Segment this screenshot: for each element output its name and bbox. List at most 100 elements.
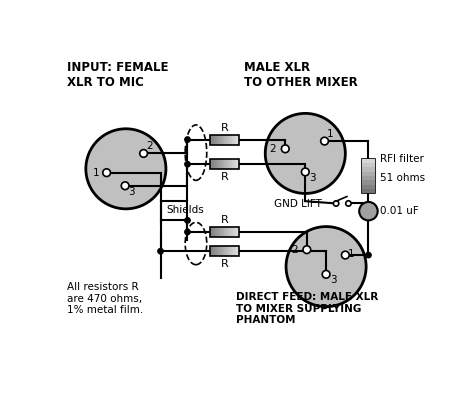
Bar — [225, 159, 226, 169]
Text: INPUT: FEMALE
XLR TO MIC: INPUT: FEMALE XLR TO MIC — [66, 61, 168, 89]
Bar — [211, 134, 213, 145]
Bar — [362, 167, 374, 172]
Bar — [213, 134, 215, 145]
Bar — [362, 180, 374, 185]
Bar — [211, 227, 213, 237]
Text: 1: 1 — [327, 129, 334, 139]
Bar — [210, 246, 239, 256]
Circle shape — [322, 270, 330, 278]
Bar — [237, 227, 239, 237]
Bar — [228, 134, 229, 145]
Text: 1: 1 — [347, 248, 354, 259]
Bar — [219, 246, 220, 256]
Bar — [237, 134, 239, 145]
Circle shape — [185, 229, 190, 235]
Bar — [230, 159, 232, 169]
Bar — [236, 134, 238, 145]
Bar — [214, 159, 216, 169]
Bar — [235, 227, 237, 237]
Bar — [232, 134, 234, 145]
Bar — [236, 227, 238, 237]
Bar — [226, 159, 228, 169]
Circle shape — [303, 246, 310, 253]
Bar — [226, 227, 228, 237]
Bar — [223, 227, 225, 237]
Text: R: R — [220, 215, 228, 226]
Bar — [214, 134, 216, 145]
Bar — [229, 134, 231, 145]
Bar — [219, 134, 220, 145]
Bar — [221, 134, 223, 145]
Bar — [214, 227, 216, 237]
Bar — [230, 227, 232, 237]
Bar — [221, 246, 223, 256]
Text: Shields: Shields — [166, 206, 204, 215]
Circle shape — [333, 201, 339, 206]
Text: R: R — [220, 123, 228, 133]
Bar — [223, 134, 225, 145]
Bar — [225, 227, 226, 237]
Bar — [233, 227, 235, 237]
Bar — [233, 246, 235, 256]
Circle shape — [301, 168, 309, 176]
Bar — [236, 246, 238, 256]
Bar — [362, 159, 374, 163]
Bar — [223, 159, 225, 169]
Circle shape — [346, 201, 351, 206]
Circle shape — [158, 248, 163, 254]
Text: 51 ohms: 51 ohms — [380, 173, 425, 183]
Circle shape — [185, 137, 190, 142]
Bar — [210, 227, 212, 237]
Bar — [236, 159, 238, 169]
Bar — [220, 134, 222, 145]
Bar — [225, 246, 226, 256]
Bar — [216, 246, 218, 256]
Text: R: R — [220, 171, 228, 182]
Circle shape — [265, 113, 346, 193]
Bar — [233, 159, 235, 169]
Bar — [210, 227, 239, 237]
Text: All resistors R
are 470 ohms,
1% metal film.: All resistors R are 470 ohms, 1% metal f… — [66, 282, 143, 315]
Bar — [362, 159, 375, 193]
Bar — [210, 159, 239, 169]
Text: 2: 2 — [269, 144, 276, 154]
Bar — [217, 134, 219, 145]
Bar — [230, 134, 232, 145]
Bar — [220, 246, 222, 256]
Bar — [220, 159, 222, 169]
Bar — [221, 227, 223, 237]
Bar — [210, 134, 239, 145]
Bar — [362, 185, 374, 189]
Bar — [216, 134, 218, 145]
Circle shape — [140, 150, 147, 157]
Circle shape — [286, 227, 366, 307]
Text: MALE XLR
TO OTHER MIXER: MALE XLR TO OTHER MIXER — [244, 61, 357, 89]
Bar — [211, 159, 213, 169]
Bar — [219, 227, 220, 237]
Bar — [220, 227, 222, 237]
Bar — [362, 176, 374, 180]
Bar — [217, 227, 219, 237]
Bar — [232, 159, 234, 169]
Bar — [237, 159, 239, 169]
Circle shape — [103, 169, 110, 176]
Circle shape — [321, 137, 328, 145]
Bar — [233, 134, 235, 145]
Text: R: R — [220, 259, 228, 268]
Bar — [228, 227, 229, 237]
Circle shape — [185, 218, 190, 223]
Bar — [226, 134, 228, 145]
Bar — [213, 246, 215, 256]
Text: 2: 2 — [291, 245, 298, 255]
Bar — [210, 246, 212, 256]
Text: 3: 3 — [128, 187, 135, 197]
Circle shape — [185, 162, 190, 167]
Bar — [229, 246, 231, 256]
Text: 0.01 uF: 0.01 uF — [380, 206, 419, 216]
Bar — [232, 227, 234, 237]
Bar — [210, 159, 212, 169]
Bar — [228, 246, 229, 256]
Bar — [223, 246, 225, 256]
Bar — [235, 159, 237, 169]
Bar — [216, 227, 218, 237]
